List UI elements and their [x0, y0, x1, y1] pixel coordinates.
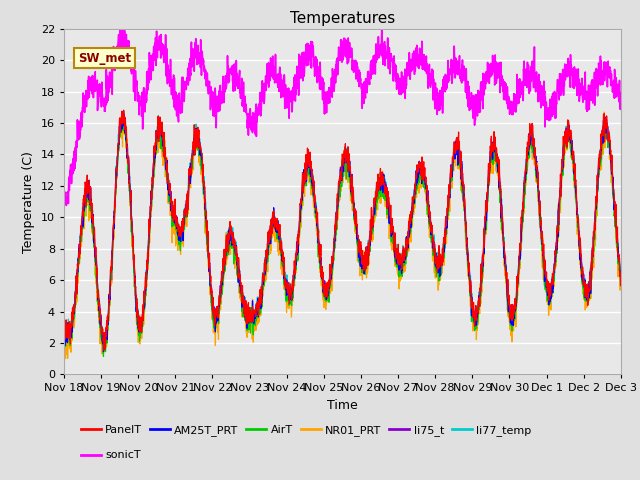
PanelT — [359, 258, 367, 264]
li75_t — [216, 291, 223, 297]
sonicT — [584, 89, 591, 95]
AM25T_PRT — [359, 263, 367, 269]
AM25T_PRT — [100, 349, 108, 355]
Line: AM25T_PRT: AM25T_PRT — [64, 111, 621, 352]
li77_temp — [60, 322, 68, 327]
li77_temp — [120, 108, 127, 113]
AirT — [505, 311, 513, 316]
AirT — [359, 264, 367, 270]
li75_t — [584, 292, 591, 298]
li75_t — [100, 348, 108, 354]
Line: sonicT: sonicT — [64, 29, 621, 207]
PanelT — [216, 296, 223, 301]
sonicT — [504, 100, 512, 106]
NR01_PRT — [504, 312, 512, 317]
NR01_PRT — [216, 309, 223, 314]
AirT — [216, 298, 223, 304]
PanelT — [617, 271, 625, 276]
Legend: sonicT: sonicT — [81, 450, 141, 460]
sonicT — [216, 108, 223, 114]
li75_t — [568, 154, 576, 159]
li77_temp — [216, 292, 223, 298]
AirT — [118, 115, 125, 120]
X-axis label: Time: Time — [327, 399, 358, 412]
sonicT — [568, 71, 575, 76]
Line: AirT: AirT — [64, 118, 621, 356]
AM25T_PRT — [216, 293, 223, 299]
PanelT — [568, 144, 576, 149]
AirT — [568, 156, 576, 162]
li77_temp — [505, 303, 513, 309]
AM25T_PRT — [505, 303, 513, 309]
NR01_PRT — [584, 300, 591, 306]
AirT — [60, 337, 68, 343]
li75_t — [617, 269, 625, 275]
AM25T_PRT — [617, 280, 625, 286]
Y-axis label: Temperature (C): Temperature (C) — [22, 151, 35, 252]
li77_temp — [584, 281, 591, 287]
NR01_PRT — [371, 216, 379, 221]
PanelT — [100, 348, 108, 353]
AirT — [617, 275, 625, 280]
li75_t — [505, 303, 513, 309]
NR01_PRT — [359, 272, 367, 277]
AirT — [371, 205, 379, 211]
li77_temp — [359, 256, 367, 262]
li75_t — [120, 111, 127, 117]
PanelT — [505, 302, 513, 308]
sonicT — [617, 98, 625, 104]
sonicT — [371, 59, 379, 64]
PanelT — [584, 285, 591, 290]
AirT — [584, 295, 591, 300]
Line: PanelT: PanelT — [64, 110, 621, 350]
PanelT — [120, 107, 127, 113]
Line: NR01_PRT: NR01_PRT — [64, 112, 621, 359]
li75_t — [60, 334, 68, 340]
sonicT — [60, 204, 68, 210]
AM25T_PRT — [584, 285, 591, 290]
li77_temp — [617, 271, 625, 277]
li75_t — [359, 256, 367, 262]
NR01_PRT — [568, 145, 575, 151]
AM25T_PRT — [60, 338, 68, 344]
li75_t — [371, 202, 379, 208]
sonicT — [116, 26, 124, 32]
AM25T_PRT — [568, 152, 576, 158]
PanelT — [60, 337, 68, 343]
AM25T_PRT — [371, 203, 379, 209]
Line: li75_t: li75_t — [64, 114, 621, 351]
Line: li77_temp: li77_temp — [64, 110, 621, 350]
NR01_PRT — [60, 341, 68, 347]
Text: SW_met: SW_met — [78, 52, 131, 65]
PanelT — [371, 200, 379, 206]
li77_temp — [371, 197, 379, 203]
Title: Temperatures: Temperatures — [290, 11, 395, 26]
li77_temp — [568, 144, 576, 149]
sonicT — [359, 87, 367, 93]
NR01_PRT — [617, 279, 625, 285]
NR01_PRT — [600, 109, 608, 115]
NR01_PRT — [61, 356, 69, 361]
AirT — [100, 353, 108, 359]
li77_temp — [100, 348, 108, 353]
AM25T_PRT — [118, 108, 125, 114]
